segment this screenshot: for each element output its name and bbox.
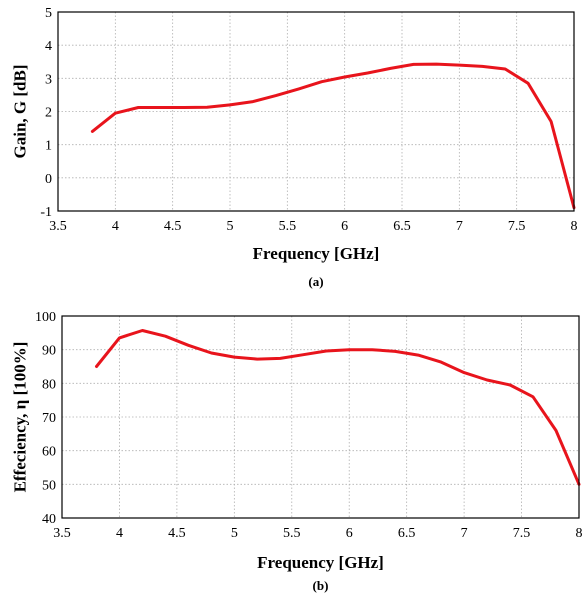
efficiency-x-tick-label: 6.5 xyxy=(398,526,416,541)
gain-x-tick-label: 8 xyxy=(571,219,578,234)
gain-x-tick-label: 4.5 xyxy=(164,219,182,234)
gain-y-tick-label: 0 xyxy=(45,172,52,187)
efficiency-y-tick-label: 60 xyxy=(42,445,56,460)
gain-series-line xyxy=(90,62,576,210)
efficiency-series-line xyxy=(95,329,581,486)
gain-y-tick-label: -1 xyxy=(40,205,52,220)
efficiency-x-tick-label: 7.5 xyxy=(513,526,531,541)
gain-x-tick-label: 7.5 xyxy=(508,219,526,234)
efficiency-plot-frame xyxy=(61,315,580,519)
efficiency-x-tick-label: 8 xyxy=(576,526,583,541)
gain-gridlines xyxy=(58,12,574,211)
gain-chart: 3.5 4 4.5 5 5.5 6 6.5 7 7.5 8 -1 0 1 2 3 4 5 Frequency [… xyxy=(11,6,578,289)
efficiency-x-axis-label: Frequency [GHz] xyxy=(257,553,384,572)
efficiency-x-tick-label: 4 xyxy=(116,526,123,541)
efficiency-y-tick-label: 100 xyxy=(35,310,56,325)
gain-plot-frame xyxy=(57,11,575,212)
gain-panel-label: (a) xyxy=(308,274,323,289)
efficiency-y-tick-label: 80 xyxy=(42,377,56,392)
efficiency-y-tick-label: 70 xyxy=(42,411,56,426)
gain-x-tick-label: 7 xyxy=(456,219,463,234)
efficiency-x-tick-label: 6 xyxy=(346,526,353,541)
efficiency-x-tick-label: 7 xyxy=(461,526,468,541)
gain-y-axis-label: Gain, G [dB] xyxy=(11,65,30,159)
efficiency-x-tick-label: 5 xyxy=(231,526,238,541)
gain-x-tick-label: 6 xyxy=(341,219,348,234)
gain-y-tick-label: 3 xyxy=(45,72,52,87)
efficiency-x-tick-label: 4.5 xyxy=(168,526,186,541)
gain-x-tick-label: 5 xyxy=(227,219,234,234)
efficiency-x-tick-label: 3.5 xyxy=(53,526,71,541)
gain-x-tick-label: 4 xyxy=(112,219,119,234)
efficiency-y-axis-label: Effeciency, η [100%] xyxy=(11,342,30,493)
efficiency-gridlines xyxy=(62,316,579,518)
efficiency-y-tick-label: 50 xyxy=(42,478,56,493)
efficiency-chart: 3.5 4 4.5 5 5.5 6 6.5 7 7.5 8 40 50 60 70 80 90 100 Freq… xyxy=(11,310,583,593)
efficiency-y-tick-label: 90 xyxy=(42,344,56,359)
gain-x-tick-label: 3.5 xyxy=(49,219,67,234)
gain-x-tick-label: 6.5 xyxy=(393,219,411,234)
gain-y-tick-label: 4 xyxy=(45,39,52,54)
efficiency-tick-labels: 3.5 4 4.5 5 5.5 6 6.5 7 7.5 8 40 50 60 70 80 90 100 xyxy=(35,310,583,541)
efficiency-panel-label: (b) xyxy=(313,578,329,593)
efficiency-x-tick-label: 5.5 xyxy=(283,526,301,541)
gain-x-axis-label: Frequency [GHz] xyxy=(253,244,380,263)
gain-y-tick-label: 1 xyxy=(45,139,52,154)
gain-x-tick-label: 5.5 xyxy=(279,219,297,234)
gain-y-tick-label: 2 xyxy=(45,106,52,121)
gain-y-tick-label: 5 xyxy=(45,6,52,21)
gain-tick-labels: 3.5 4 4.5 5 5.5 6 6.5 7 7.5 8 -1 0 1 2 3 4 5 xyxy=(40,6,577,234)
efficiency-y-tick-label: 40 xyxy=(42,512,56,527)
